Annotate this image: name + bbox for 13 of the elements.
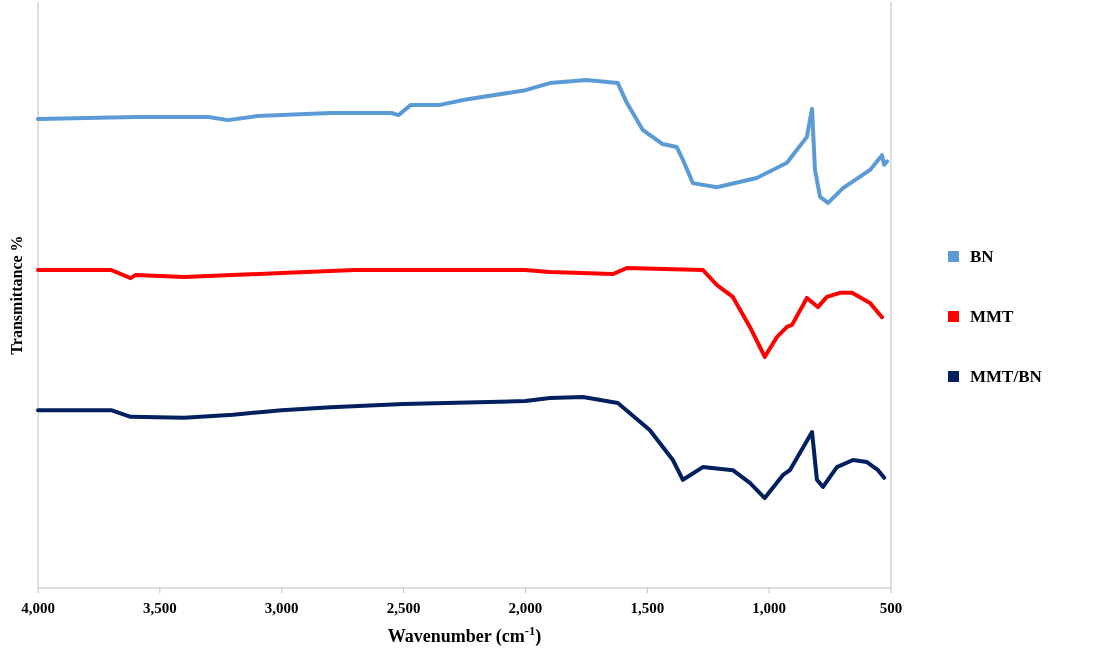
x-tick-label: 3,000 — [264, 600, 299, 616]
legend-label: MMT/BN — [970, 367, 1043, 386]
x-tick-label: 500 — [879, 600, 903, 616]
x-tick-label: 2,500 — [386, 600, 421, 616]
x-tick-label: 1,500 — [630, 600, 665, 616]
x-tick-label: 1,000 — [752, 600, 787, 616]
legend-label: MMT — [970, 307, 1015, 326]
x-tick-label: 2,000 — [508, 600, 543, 616]
legend-label: BN — [970, 247, 995, 266]
x-axis-title: Wavenumber (cm$^{-1}$) — [387, 624, 542, 647]
x-tick-label: 4,000 — [21, 600, 55, 616]
y-axis-title: Transmittance % — [8, 235, 25, 355]
x-tick-label: 3,500 — [142, 600, 177, 616]
